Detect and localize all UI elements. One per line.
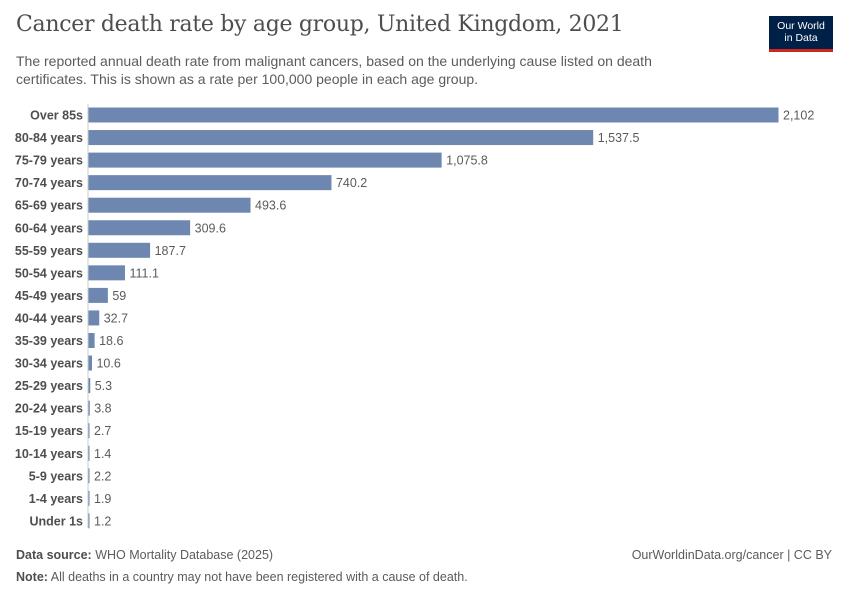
category-label: 75-79 years xyxy=(15,154,83,168)
value-label: 59 xyxy=(112,289,126,303)
category-label: 30-34 years xyxy=(15,357,83,371)
value-label: 18.6 xyxy=(99,334,123,348)
bar[interactable] xyxy=(88,378,91,394)
owid-logo[interactable]: Our World in Data xyxy=(769,16,833,52)
value-label: 111.1 xyxy=(129,266,158,280)
logo-line-1: Our World xyxy=(777,20,825,32)
category-label: 65-69 years xyxy=(15,199,83,213)
category-label: 20-24 years xyxy=(15,402,83,416)
value-label: 2.2 xyxy=(94,469,111,483)
value-label: 1,537.5 xyxy=(598,131,640,145)
category-label: 50-54 years xyxy=(15,266,83,280)
value-label: 187.7 xyxy=(155,244,186,258)
category-label: 35-39 years xyxy=(15,334,83,348)
value-label: 1.9 xyxy=(94,492,111,506)
bar-chart: Over 85s 2,102 80-84 years 1,537.5 75-79 yea… xyxy=(15,104,814,529)
category-label: 25-29 years xyxy=(15,379,83,393)
category-label: 15-19 years xyxy=(15,424,83,438)
source-label: Data source: xyxy=(16,548,92,562)
source-url[interactable]: OurWorldinData.org/cancer | CC BY xyxy=(631,548,832,562)
chart-title: Cancer death rate by age group, United K… xyxy=(16,12,624,37)
bar[interactable] xyxy=(88,287,108,303)
bar[interactable] xyxy=(88,468,90,484)
bar[interactable] xyxy=(88,107,779,123)
value-label: 5.3 xyxy=(95,379,112,393)
value-label: 2.7 xyxy=(94,424,111,438)
value-label: 1.2 xyxy=(94,514,111,528)
bar[interactable] xyxy=(88,175,332,191)
value-label: 32.7 xyxy=(104,311,128,325)
category-label: 40-44 years xyxy=(15,311,83,325)
category-label: 80-84 years xyxy=(15,131,83,145)
bar[interactable] xyxy=(88,130,594,146)
bar[interactable] xyxy=(88,333,95,348)
category-label: 1-4 years xyxy=(29,492,83,506)
bar[interactable] xyxy=(88,197,251,213)
bar[interactable] xyxy=(88,265,125,281)
bar[interactable] xyxy=(88,220,191,236)
bar[interactable] xyxy=(88,490,90,506)
value-label: 309.6 xyxy=(195,221,226,235)
bar[interactable] xyxy=(88,445,90,461)
chart-subtitle: The reported annual death rate from mali… xyxy=(16,53,652,87)
value-label: 3.8 xyxy=(94,402,111,416)
value-label: 493.6 xyxy=(255,199,286,213)
source-text[interactable]: WHO Mortality Database (2025) xyxy=(95,548,274,562)
note-text: All deaths in a country may not have bee… xyxy=(50,570,468,584)
value-label: 1,075.8 xyxy=(446,154,488,168)
bar[interactable] xyxy=(88,423,90,439)
value-label: 2,102 xyxy=(783,109,814,123)
category-label: 60-64 years xyxy=(15,221,83,235)
category-label: Under 1s xyxy=(30,514,84,528)
category-label: 55-59 years xyxy=(15,244,83,258)
logo-line-2: in Data xyxy=(784,32,818,44)
bar[interactable] xyxy=(88,355,92,371)
bar[interactable] xyxy=(88,400,90,416)
category-label: Over 85s xyxy=(30,109,83,123)
category-label: 70-74 years xyxy=(15,176,83,190)
category-label: 45-49 years xyxy=(15,289,83,303)
category-label: 10-14 years xyxy=(15,447,83,461)
value-label: 10.6 xyxy=(96,357,120,371)
bar[interactable] xyxy=(88,310,100,326)
value-label: 740.2 xyxy=(336,176,367,190)
data-source: Data source: WHO Mortality Database (202… xyxy=(16,548,273,562)
note: Note: All deaths in a country may not ha… xyxy=(16,570,468,584)
category-label: 5-9 years xyxy=(29,469,83,483)
value-label: 1.4 xyxy=(94,447,111,461)
note-label: Note: xyxy=(16,570,48,584)
bar[interactable] xyxy=(88,242,151,258)
bar[interactable] xyxy=(88,152,442,168)
bar[interactable] xyxy=(88,513,90,529)
